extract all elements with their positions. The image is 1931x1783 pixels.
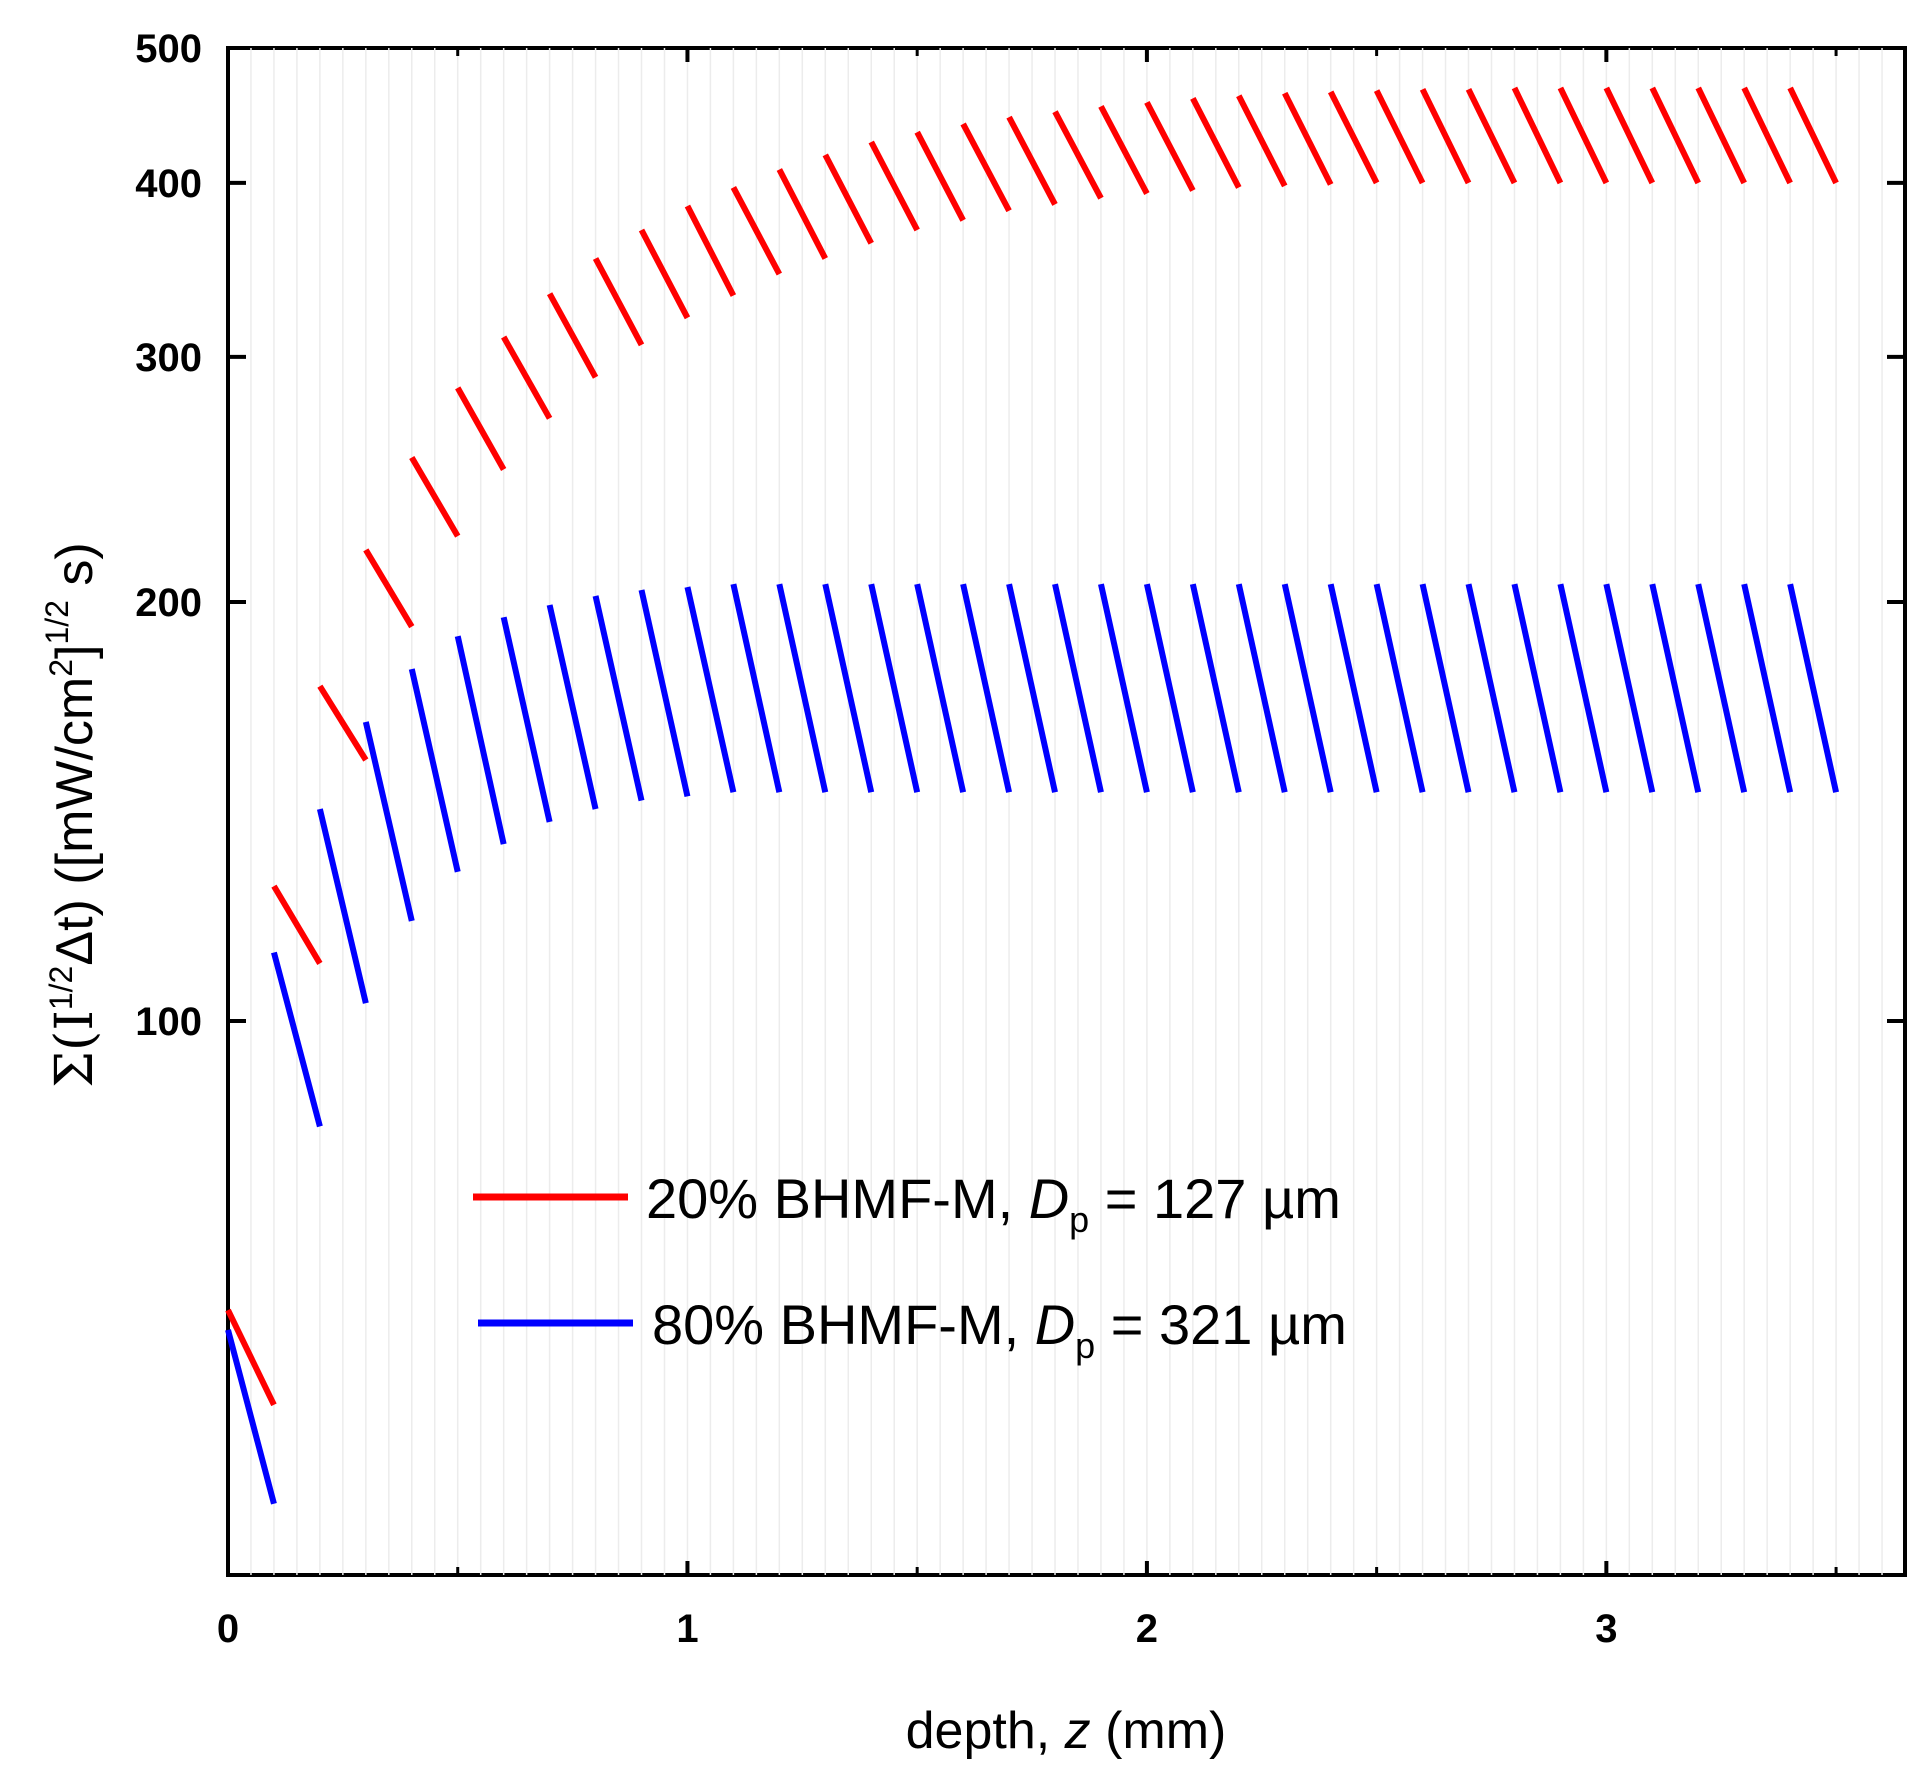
series-segment xyxy=(1006,583,1058,793)
series-segment xyxy=(684,586,737,793)
series-segment xyxy=(1419,583,1472,793)
series-segment xyxy=(1787,86,1839,185)
series-segment xyxy=(409,455,461,538)
series-segment xyxy=(1741,583,1794,793)
series-segment xyxy=(1695,583,1748,793)
series-segment xyxy=(225,1329,277,1505)
series-segment xyxy=(1189,583,1242,793)
series-segment xyxy=(316,808,369,1004)
series-segment xyxy=(960,583,1012,793)
series-segment xyxy=(546,604,599,810)
legend: 20% BHMF-M, Dp = 127 µm 80% BHMF-M, Dp =… xyxy=(473,1167,1347,1366)
series-segment xyxy=(1190,97,1242,189)
x-tick-label: 3 xyxy=(1595,1607,1617,1651)
y-axis-title: Σ(I1/2Δt) ([mW/cm2]1/2 s) xyxy=(39,542,105,1087)
series-segment xyxy=(1098,583,1150,793)
series-segment xyxy=(1695,86,1747,185)
series-segment xyxy=(960,122,1012,213)
series-segment xyxy=(1557,86,1610,185)
y-tick-label: 400 xyxy=(135,162,202,206)
series-segment xyxy=(868,140,920,232)
series-segment xyxy=(868,583,921,793)
series-segment xyxy=(501,335,553,420)
series-segment xyxy=(1143,583,1196,793)
series-segment xyxy=(363,548,415,629)
series-segment xyxy=(822,583,875,793)
series-segment xyxy=(1511,86,1564,185)
series-segment xyxy=(1603,583,1656,793)
series-segment xyxy=(1235,583,1288,793)
series-segment xyxy=(1327,583,1380,793)
series-segment xyxy=(225,1308,277,1407)
vertical-gridlines xyxy=(250,48,1883,1575)
series-segment xyxy=(455,386,507,471)
series-segment xyxy=(1373,583,1426,793)
series-segment xyxy=(271,951,323,1128)
y-tick-label: 500 xyxy=(135,27,202,71)
series-segment xyxy=(638,228,691,320)
legend-label-blue: 80% BHMF-M, Dp = 321 µm xyxy=(652,1293,1347,1366)
series-segment xyxy=(1052,583,1104,793)
x-tick-label: 1 xyxy=(676,1607,698,1651)
series-segment xyxy=(776,168,828,260)
y-tick-label: 200 xyxy=(135,581,202,625)
series-segment xyxy=(638,589,691,798)
series-segment xyxy=(1465,583,1518,793)
series-segment xyxy=(546,292,599,379)
series-segment xyxy=(500,616,553,823)
y-tick-label: 100 xyxy=(135,1000,202,1044)
series-segment xyxy=(1741,86,1793,185)
series-segment xyxy=(776,583,829,793)
series-segment xyxy=(914,583,967,793)
series-segment xyxy=(1373,89,1426,185)
series-segment xyxy=(1419,87,1472,185)
series-segment xyxy=(317,684,369,762)
series-segment xyxy=(1098,104,1150,195)
series-segment xyxy=(1511,583,1564,793)
series-segment xyxy=(454,635,507,845)
series-segment xyxy=(914,130,966,222)
axis-ticks: 0 1 2 3 100 200 300 400 500 xyxy=(135,27,1905,1651)
series-segment xyxy=(1787,583,1840,793)
series-segment xyxy=(1603,86,1656,185)
series-segment xyxy=(1649,583,1702,793)
series-segment xyxy=(684,204,737,297)
legend-label-red: 20% BHMF-M, Dp = 127 µm xyxy=(646,1167,1341,1240)
series-segment xyxy=(1236,94,1288,188)
x-axis-title: depth, z (mm) xyxy=(906,1702,1227,1760)
series-segment xyxy=(362,721,415,922)
series-segment xyxy=(1557,583,1610,793)
series-segment xyxy=(271,884,323,965)
series-segment xyxy=(822,153,874,245)
series-segment xyxy=(592,257,645,347)
series-segment xyxy=(730,186,782,276)
plot-frame xyxy=(226,46,1907,1577)
series-segment xyxy=(1006,115,1058,206)
series-segment xyxy=(1052,110,1104,200)
series-segment xyxy=(1282,91,1334,186)
series-segment xyxy=(1281,583,1334,793)
series-segment xyxy=(1328,90,1380,185)
series-red xyxy=(225,86,1839,1407)
series-blue xyxy=(225,583,1840,1505)
series-segment xyxy=(592,595,645,802)
y-tick-label: 300 xyxy=(135,336,202,380)
series-segment xyxy=(1465,87,1518,185)
series-segment xyxy=(1144,100,1196,192)
series-layer xyxy=(225,86,1840,1505)
series-segment xyxy=(730,583,783,793)
series-segment xyxy=(1649,86,1701,185)
series-segment xyxy=(408,668,461,873)
x-tick-label: 2 xyxy=(1136,1607,1158,1651)
x-tick-label: 0 xyxy=(217,1607,239,1651)
